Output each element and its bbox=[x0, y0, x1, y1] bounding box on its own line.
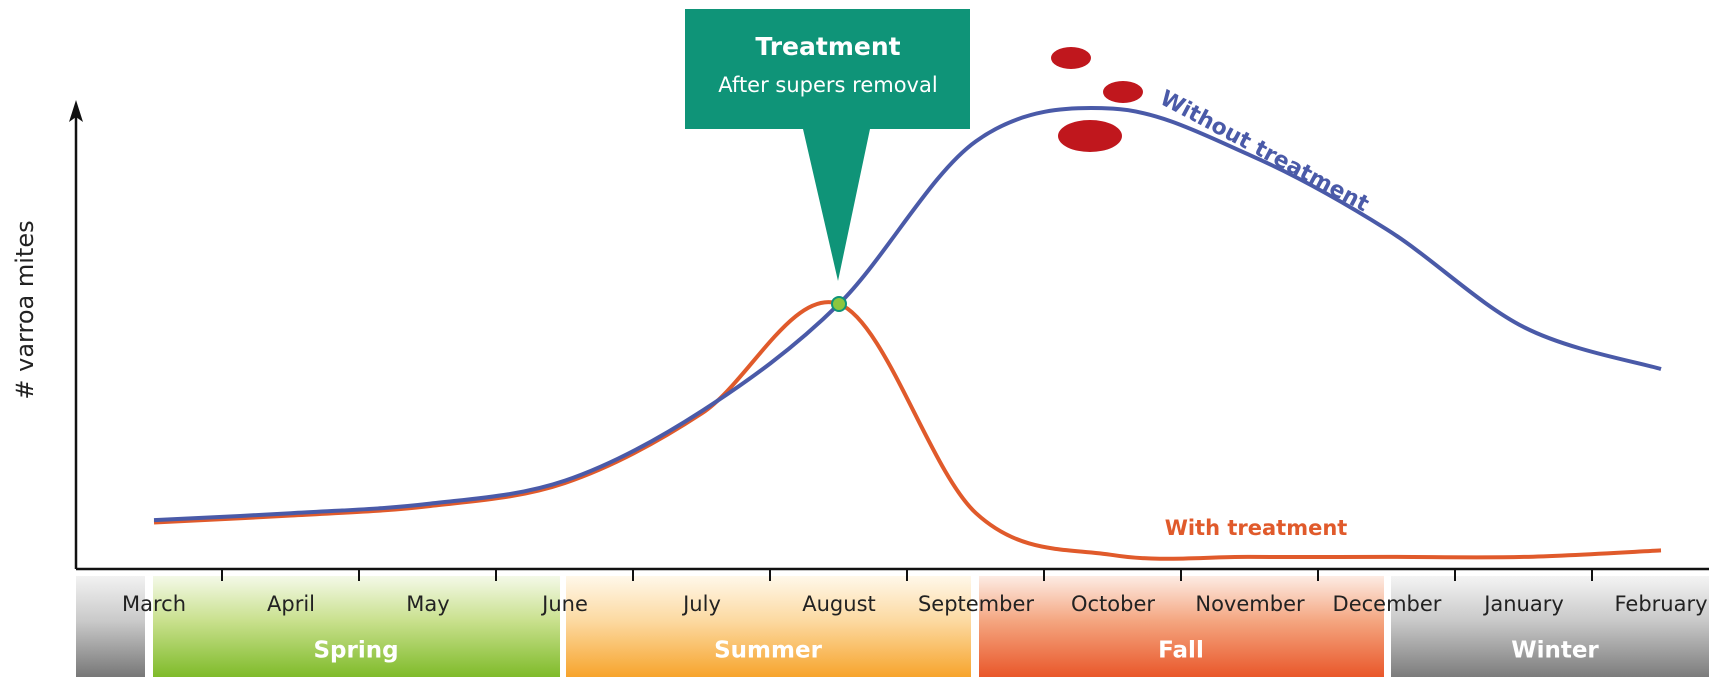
y-axis-label: # varroa mites bbox=[11, 220, 39, 399]
season-band bbox=[566, 576, 971, 677]
mite-icon bbox=[1058, 120, 1122, 152]
x-tick-label: August bbox=[802, 592, 876, 616]
x-tick-label: March bbox=[122, 592, 186, 616]
mite-icon bbox=[1103, 81, 1143, 103]
season-label: Summer bbox=[714, 638, 822, 664]
callout-text: After supers removal bbox=[718, 73, 937, 97]
season-band bbox=[979, 576, 1384, 677]
x-tick-label: April bbox=[267, 592, 315, 616]
x-tick-label: May bbox=[406, 592, 449, 616]
season-label: Fall bbox=[1158, 638, 1204, 664]
season-label: Winter bbox=[1511, 638, 1599, 664]
x-tick-label: January bbox=[1482, 592, 1564, 616]
x-tick-label: December bbox=[1333, 592, 1442, 616]
series-line bbox=[153, 300, 1662, 561]
season-label: Spring bbox=[313, 638, 398, 664]
x-tick-label: June bbox=[540, 592, 588, 616]
callout-box bbox=[685, 9, 970, 281]
series-label: With treatment bbox=[1165, 516, 1348, 540]
mite-icon bbox=[1051, 47, 1091, 69]
x-tick-label: February bbox=[1614, 592, 1707, 616]
treatment-callout: Treatment After supers removal bbox=[685, 9, 970, 281]
series-label: Without treatment bbox=[1156, 86, 1374, 218]
season-band bbox=[76, 576, 145, 677]
treatment-point bbox=[831, 295, 847, 312]
season-band bbox=[153, 576, 560, 677]
x-tick-label: September bbox=[918, 592, 1034, 616]
x-tick-label: July bbox=[681, 592, 721, 616]
callout-title: Treatment bbox=[755, 32, 900, 61]
y-axis-arrow bbox=[69, 100, 83, 122]
x-tick-label: October bbox=[1071, 592, 1155, 616]
series-line bbox=[153, 106, 1662, 523]
mite-icons bbox=[1051, 47, 1143, 152]
season-band bbox=[1391, 576, 1709, 677]
season-bands bbox=[76, 576, 1709, 677]
x-tick-label: November bbox=[1195, 592, 1305, 616]
